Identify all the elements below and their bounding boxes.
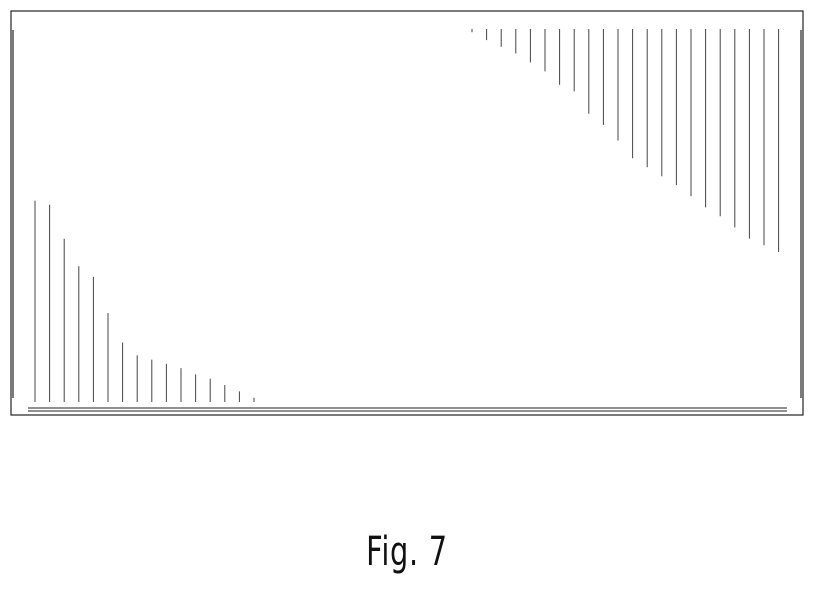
outer-frame bbox=[11, 11, 803, 415]
right-hatch-group bbox=[472, 29, 779, 252]
figure-label: Fig. 7 bbox=[114, 528, 700, 576]
left-hatch-group bbox=[35, 201, 254, 402]
frame-outline bbox=[11, 11, 803, 415]
